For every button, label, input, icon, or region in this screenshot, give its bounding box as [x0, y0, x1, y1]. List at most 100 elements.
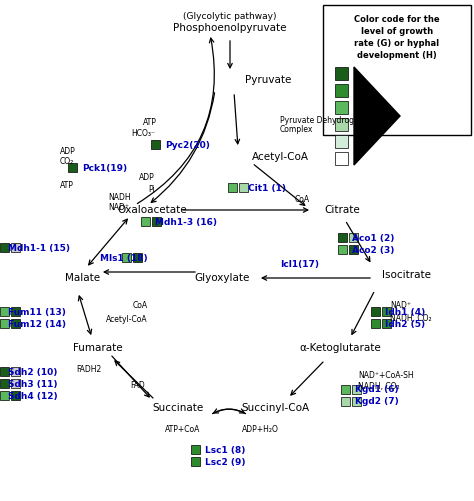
Text: Color code for the: Color code for the [354, 15, 440, 24]
Text: NADH: NADH [108, 192, 131, 201]
Text: development (H): development (H) [357, 51, 437, 60]
Bar [0, 307, 9, 316]
Text: Mdh1-3 (16): Mdh1-3 (16) [155, 217, 217, 226]
Text: Succinate: Succinate [152, 403, 204, 413]
Bar [151, 140, 160, 149]
Bar [349, 245, 358, 254]
Text: Aco1 (2): Aco1 (2) [352, 233, 394, 242]
Bar [11, 391, 20, 400]
Text: NAD⁺: NAD⁺ [390, 301, 411, 310]
Text: Fumarate: Fumarate [73, 343, 123, 353]
Bar [341, 385, 350, 394]
Bar [335, 101, 348, 114]
Text: Idh2 (5): Idh2 (5) [385, 320, 425, 329]
Bar [11, 307, 20, 316]
Bar [371, 319, 380, 328]
Text: ADP+H₂O: ADP+H₂O [242, 425, 278, 434]
Text: Sdh2 (10): Sdh2 (10) [8, 368, 57, 376]
Bar [191, 457, 200, 466]
Bar [0, 379, 9, 388]
Bar [228, 183, 237, 192]
Bar [191, 445, 200, 454]
Text: Sdh4 (12): Sdh4 (12) [8, 391, 58, 400]
Text: CoA: CoA [295, 195, 310, 204]
Bar [141, 217, 150, 226]
Text: ADP: ADP [60, 147, 76, 156]
Text: NADH, CO₂: NADH, CO₂ [358, 382, 400, 391]
Text: NADH, CO₂: NADH, CO₂ [390, 314, 432, 323]
Bar [341, 397, 350, 406]
Text: Pi: Pi [148, 184, 155, 193]
Bar [335, 118, 348, 131]
Text: Mls1 (18): Mls1 (18) [100, 254, 148, 263]
Text: Citrate: Citrate [324, 205, 360, 215]
Text: ATP: ATP [60, 180, 74, 189]
Text: Isocitrate: Isocitrate [382, 270, 431, 280]
Text: Malate: Malate [65, 273, 100, 283]
Text: HCO₃⁻: HCO₃⁻ [131, 128, 155, 137]
Text: Lsc1 (8): Lsc1 (8) [205, 445, 246, 454]
Bar [371, 307, 380, 316]
Bar [382, 307, 391, 316]
Bar [382, 319, 391, 328]
Bar [352, 385, 361, 394]
Text: Sdh3 (11): Sdh3 (11) [8, 379, 57, 388]
Text: Fum12 (14): Fum12 (14) [8, 320, 66, 329]
Text: Kgd1 (6): Kgd1 (6) [355, 385, 399, 394]
Bar [11, 243, 20, 252]
Text: Pyruvate Dehydrogenase: Pyruvate Dehydrogenase [280, 116, 377, 125]
Text: Oxaloacetate: Oxaloacetate [117, 205, 187, 215]
Bar [335, 67, 348, 80]
Text: ATP: ATP [143, 118, 157, 126]
Text: Aco2 (3): Aco2 (3) [352, 245, 394, 255]
Bar [0, 243, 9, 252]
Text: rate (G) or hyphal: rate (G) or hyphal [355, 39, 439, 48]
Bar [11, 319, 20, 328]
Text: Mdh1-1 (15): Mdh1-1 (15) [8, 243, 70, 253]
Text: α-Ketoglutarate: α-Ketoglutarate [299, 343, 381, 353]
Bar [338, 245, 347, 254]
Bar [152, 217, 161, 226]
Bar [239, 183, 248, 192]
Text: NAD⁺+CoA-SH: NAD⁺+CoA-SH [358, 371, 414, 379]
Text: (Glycolytic pathway): (Glycolytic pathway) [183, 12, 277, 21]
Bar [338, 233, 347, 242]
Text: Lsc2 (9): Lsc2 (9) [205, 457, 246, 466]
Bar [11, 367, 20, 376]
Text: Idh1 (4): Idh1 (4) [385, 308, 425, 317]
Bar [352, 397, 361, 406]
Bar [0, 391, 9, 400]
Bar [11, 379, 20, 388]
Bar [68, 163, 77, 172]
Text: Pyc2(20): Pyc2(20) [165, 140, 210, 149]
Bar [349, 233, 358, 242]
Text: Pyruvate: Pyruvate [245, 75, 292, 85]
Bar [0, 367, 9, 376]
Text: Succinyl-CoA: Succinyl-CoA [241, 403, 309, 413]
Text: Phosphoenolpyruvate: Phosphoenolpyruvate [173, 23, 287, 33]
Bar [122, 253, 131, 262]
Polygon shape [354, 67, 400, 165]
Text: ATP+CoA: ATP+CoA [165, 425, 201, 434]
Text: level of growth: level of growth [361, 27, 433, 36]
Bar [335, 84, 348, 97]
Text: Complex: Complex [280, 125, 313, 134]
Text: Glyoxylate: Glyoxylate [194, 273, 250, 283]
Text: CO₂: CO₂ [60, 157, 74, 166]
Text: Icl1(17): Icl1(17) [281, 261, 319, 270]
Text: CoA: CoA [133, 301, 148, 310]
Text: FAD: FAD [130, 381, 145, 390]
FancyBboxPatch shape [323, 5, 471, 135]
Text: Pck1(19): Pck1(19) [82, 163, 127, 172]
Bar [335, 152, 348, 165]
Text: Kgd2 (7): Kgd2 (7) [355, 397, 399, 406]
Text: ADP: ADP [139, 173, 155, 182]
Text: Cit1 (1): Cit1 (1) [248, 183, 286, 192]
Text: Acetyl-CoA: Acetyl-CoA [106, 316, 148, 325]
Text: Acetyl-CoA: Acetyl-CoA [252, 152, 309, 162]
Bar [133, 253, 142, 262]
Text: Fum11 (13): Fum11 (13) [8, 308, 66, 317]
Bar [335, 135, 348, 148]
Bar [0, 319, 9, 328]
Text: NAD⁺: NAD⁺ [108, 202, 129, 211]
